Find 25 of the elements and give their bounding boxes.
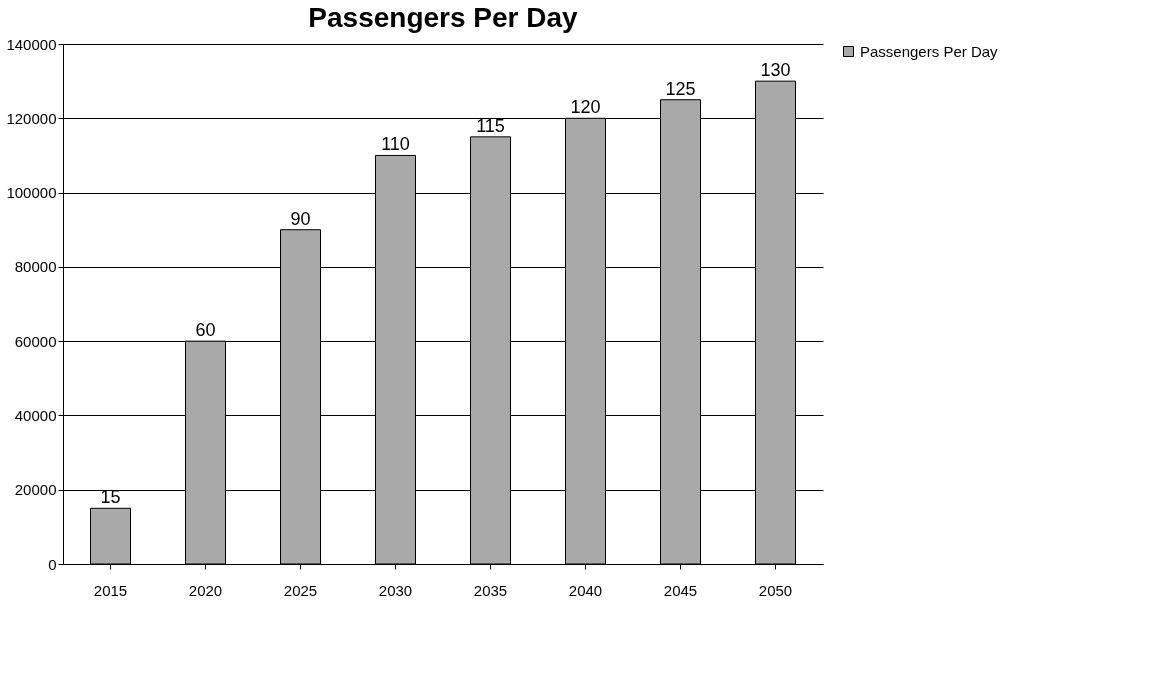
y-tick-label: 140000 [6,35,57,53]
chart-title: Passengers Per Day [308,2,579,33]
x-tick-label: 2020 [188,581,223,599]
x-tick-label: 2035 [473,581,508,599]
annotation: 115 [476,115,505,136]
annotation: 120 [570,97,601,118]
y-tick-label: 60000 [14,332,57,350]
annotation: 60 [195,320,216,341]
y-tick-label: 80000 [14,258,57,276]
y-tick-label: 20000 [14,481,57,499]
annotation: 110 [381,134,410,155]
x-tick-label: 2025 [283,581,318,599]
y-tick-label: 100000 [6,184,57,202]
y-tick-label: 0 [48,555,57,573]
y-tick-label: 120000 [6,109,57,127]
x-tick-label: 2050 [758,581,793,599]
annotation: 130 [760,60,791,81]
x-tick-label: 2030 [378,581,413,599]
annotation: 90 [290,208,311,229]
annotation: 125 [665,78,696,99]
x-tick-label: 2045 [663,581,698,599]
x-tick-label: 2040 [568,581,603,599]
x-tick-label: 2015 [93,581,128,599]
legend-label: Passengers Per Day [860,42,999,60]
y-tick-label: 40000 [14,406,57,424]
